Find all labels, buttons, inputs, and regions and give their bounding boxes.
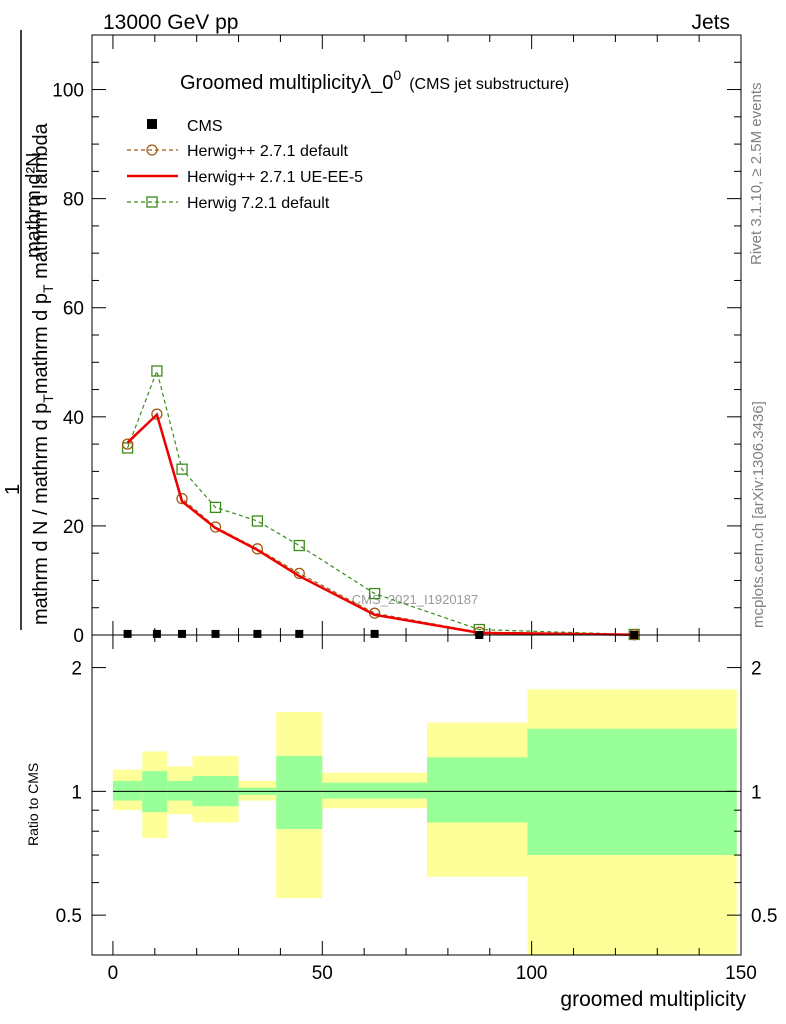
chart-title-superscript: 0	[393, 67, 401, 83]
x-tick-label: 50	[312, 963, 333, 984]
ratio-y-tick-labels: 0.5 0.5 1 1 2 2	[56, 659, 778, 928]
ratio-stat-band	[167, 780, 193, 801]
main-y-tick-label: 0	[73, 626, 84, 647]
chart-title-paren: (CMS jet substructure)	[409, 76, 569, 93]
main-y-tick-label: 80	[63, 190, 84, 211]
main-y-axis-label: mathrm d²N mathrm d N / mathrm d pTmathr…	[2, 30, 56, 630]
x-tick-label: 150	[725, 963, 757, 984]
y-label-denom-rest: mathrm d lambda	[30, 122, 52, 284]
legend-marker-h271	[146, 144, 158, 156]
ratio-axis-ticks	[92, 635, 742, 955]
h721-marker	[293, 539, 305, 552]
ratio-bands-layer	[112, 689, 737, 955]
legend-marker-h721	[146, 196, 158, 208]
x-tick-label: 100	[516, 963, 548, 984]
h271-marker	[209, 521, 222, 533]
main-y-tick-label: 60	[63, 299, 84, 320]
ratio-panel-frame	[91, 634, 742, 956]
legend-label-h721: Herwig 7.2.1 default	[187, 195, 330, 212]
y-label-prefix: 1	[2, 484, 24, 495]
analysis-watermark: CMS_2021_I1920187	[352, 592, 479, 607]
ratio-x-tick-labels: 0 50 100 150	[108, 963, 757, 984]
y-label-numerator: mathrm d²N	[23, 152, 45, 258]
main-panel-frame	[91, 34, 742, 636]
h721-marker	[251, 515, 264, 527]
ratio-y-tick-label: 2	[71, 659, 82, 680]
y-label-denominator: mathrm d N / mathrm d pTmathrm d pT math…	[30, 122, 56, 625]
header-collision-label: 13000 GeV pp	[103, 11, 238, 34]
h271-marker	[176, 492, 188, 505]
cms-data-point	[178, 629, 187, 638]
ratio-stat-band	[527, 728, 737, 856]
legend-label-cms: CMS	[187, 118, 223, 135]
h271-marker	[251, 543, 264, 555]
ratio-y-tick-label: 1	[71, 782, 82, 803]
ratio-y-tick-label-right: 0.5	[751, 906, 777, 927]
y-label-lower-sub: T	[40, 394, 56, 403]
x-tick-label: 0	[108, 963, 119, 984]
mcplots-label: mcplots.cern.ch [arXiv:1306.3436]	[750, 401, 767, 628]
h721-marker	[176, 463, 188, 475]
legend-label-ueee5: Herwig++ 2.7.1 UE-EE-5	[187, 169, 363, 186]
ratio-y-tick-label: 0.5	[56, 906, 82, 927]
cms-data-point	[211, 629, 220, 638]
main-y-tick-label: 100	[52, 81, 84, 102]
main-y-tick-labels: 0 20 40 60 80 100	[52, 81, 84, 647]
h721-marker	[121, 442, 134, 454]
ratio-y-tick-label-right: 2	[751, 659, 762, 680]
cms-data-point	[123, 629, 132, 638]
y-label-denom-part: mathrm d p	[30, 293, 52, 394]
cms-data-point	[253, 629, 262, 638]
legend: CMS Herwig++ 2.7.1 default Herwig++ 2.7.…	[127, 118, 363, 212]
ratio-y-tick-label-right: 1	[751, 782, 762, 803]
legend-label-h271: Herwig++ 2.7.1 default	[187, 143, 349, 160]
chart-title: Groomed multiplicityλ_00 (CMS jet substru…	[180, 67, 569, 94]
ratio-y-axis-label: Ratio to CMS	[25, 763, 41, 846]
main-y-tick-label: 40	[63, 408, 84, 429]
ratio-stat-band	[426, 757, 528, 823]
x-axis-label: groomed multiplicity	[560, 988, 746, 1011]
y-label-denom-sub: T	[40, 284, 56, 293]
ratio-stat-band	[276, 755, 323, 829]
main-y-tick-label: 20	[63, 517, 84, 538]
h721-marker	[151, 365, 163, 377]
ratio-stat-band	[112, 780, 143, 801]
header-jets-label: Jets	[691, 11, 730, 34]
cms-data-point	[370, 629, 379, 638]
ratio-stat-band	[322, 782, 427, 799]
cms-data-point	[152, 629, 161, 638]
cms-data-point	[295, 629, 304, 638]
series-line-h721	[127, 369, 635, 636]
h271-marker	[121, 438, 134, 450]
h721-marker	[209, 501, 222, 514]
main-panel	[91, 34, 742, 636]
legend-marker-cms	[147, 119, 157, 129]
h721-marker	[368, 587, 381, 600]
rivet-version-label: Rivet 3.1.10, ≥ 2.5M events	[748, 83, 765, 266]
series-line-ueee5	[126, 412, 635, 637]
y-label-lower-part: mathrm d N / mathrm d p	[30, 403, 52, 625]
chart-title-main: Groomed multiplicityλ_0	[180, 72, 393, 94]
